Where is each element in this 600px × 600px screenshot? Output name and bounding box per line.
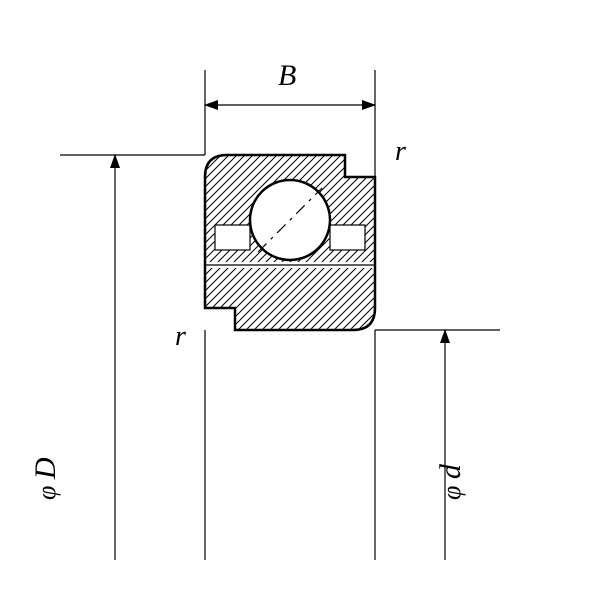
label-r-1: r bbox=[175, 321, 186, 352]
bearing-cross-section-diagram: Bφ D φ d r r bbox=[0, 0, 600, 600]
label-r-0: r bbox=[395, 136, 406, 167]
bearing-body bbox=[195, 145, 385, 340]
label-d: φ d bbox=[434, 463, 467, 500]
label-D: φ D bbox=[29, 457, 62, 500]
label-B: B bbox=[278, 59, 296, 92]
extension-lines bbox=[205, 330, 375, 560]
